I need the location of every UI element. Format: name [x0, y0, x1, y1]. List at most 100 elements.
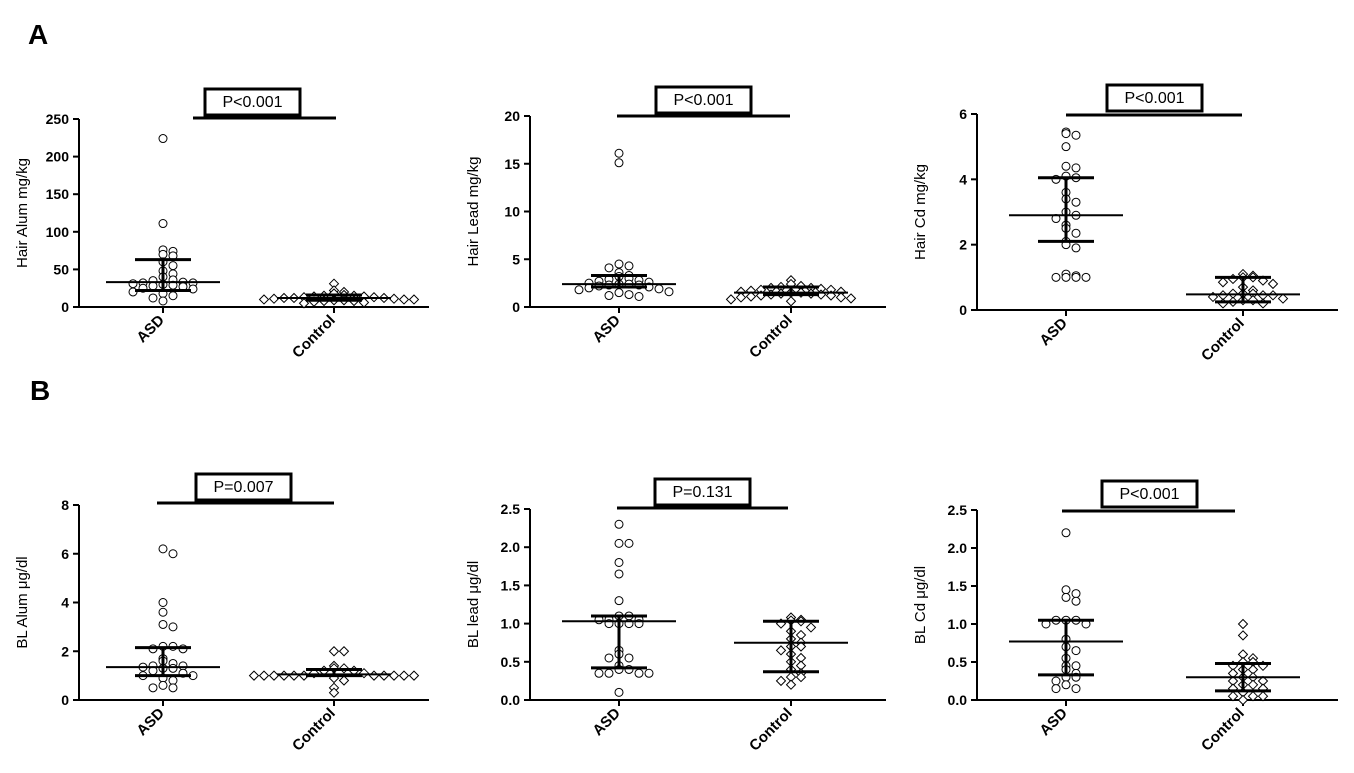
pvalue-box [1100, 479, 1199, 509]
data-point [1071, 130, 1081, 140]
data-point [168, 549, 178, 559]
x-tick-label: ASD [589, 312, 624, 347]
pvalue-box [654, 85, 753, 115]
data-point [1071, 684, 1081, 694]
data-point [624, 290, 634, 300]
data-point [158, 598, 168, 607]
data-point [368, 670, 380, 681]
y-axis-label: Hair Alum mg/kg [14, 158, 31, 268]
series-asd [1009, 528, 1123, 694]
data-point [845, 293, 857, 304]
data-point [1071, 272, 1081, 282]
series-asd [106, 134, 220, 306]
data-point [795, 641, 807, 652]
data-point [378, 670, 390, 681]
data-point [158, 249, 168, 259]
data-point [1071, 661, 1081, 671]
y-tick-label: 20 [504, 108, 520, 124]
data-point [1217, 298, 1229, 309]
data-point [168, 622, 178, 632]
data-point [1081, 272, 1091, 282]
data-point [614, 687, 624, 697]
data-point [654, 284, 664, 294]
data-point [604, 291, 614, 301]
chart-4: 0 2 4 6 8 BL Alum μg/dl ASD Control P=0.007 [14, 472, 429, 755]
data-point [1061, 129, 1071, 139]
y-tick-label: 4 [61, 595, 69, 611]
data-point [158, 607, 168, 617]
data-point [624, 261, 634, 271]
data-point [1071, 589, 1081, 599]
data-point [1247, 690, 1259, 702]
y-axis-label: Hair Cd mg/kg [912, 164, 929, 260]
data-point [795, 671, 807, 683]
data-point [1217, 277, 1229, 288]
y-tick-label: 0 [61, 299, 69, 315]
data-point [1277, 293, 1289, 304]
x-tick-label: Control [289, 705, 339, 755]
y-axis-label: BL lead μg/dl [465, 561, 482, 648]
data-point [158, 544, 168, 554]
data-point [594, 668, 604, 678]
y-tick-label: 0 [512, 299, 520, 315]
y-tick-label: 100 [46, 224, 70, 240]
y-tick-label: 2 [61, 643, 69, 659]
y-tick-label: 8 [61, 497, 69, 513]
y-tick-label: 4 [959, 171, 967, 187]
data-point [338, 675, 350, 686]
data-point [725, 294, 737, 305]
data-point [328, 687, 340, 698]
panel-label-b: B [30, 375, 50, 406]
y-axis-label: BL Cd μg/dl [912, 566, 929, 644]
data-point [1267, 278, 1279, 290]
data-point [1071, 163, 1081, 173]
data-point [1237, 630, 1249, 641]
data-point [624, 653, 634, 663]
data-point [604, 263, 614, 273]
x-tick-label: Control [289, 312, 339, 362]
x-tick-label: Control [746, 705, 796, 755]
data-point [1061, 142, 1071, 152]
data-point [1061, 161, 1071, 171]
data-point [614, 596, 624, 606]
y-tick-label: 2.5 [948, 502, 968, 518]
y-tick-label: 1.0 [501, 616, 521, 632]
data-point [1061, 528, 1071, 538]
data-point [128, 279, 138, 289]
data-point [1237, 618, 1249, 630]
series-control [248, 646, 420, 698]
series-control [1186, 268, 1300, 309]
data-point [258, 294, 270, 305]
series-control [734, 612, 848, 690]
y-tick-label: 6 [61, 546, 69, 562]
y-tick-label: 1.5 [948, 578, 968, 594]
chart-6: 0.0 0.5 1.0 1.5 2.0 2.5 BL Cd μg/dl ASD Control P… [912, 479, 1338, 755]
y-tick-label: 1.5 [501, 577, 521, 593]
y-tick-label: 50 [53, 261, 69, 277]
data-point [1071, 197, 1081, 207]
data-point [168, 261, 178, 271]
panel-label-a: A [28, 19, 48, 50]
data-point [158, 219, 168, 229]
data-point [775, 645, 787, 656]
data-point [158, 296, 168, 306]
y-tick-label: 15 [504, 156, 520, 172]
data-point [614, 538, 624, 548]
data-point [614, 148, 624, 158]
data-point [1257, 298, 1269, 309]
series-control [725, 275, 857, 307]
chart-3: 0 2 4 6 Hair Cd mg/kg ASD Control P<0.001 [912, 83, 1338, 365]
series-asd [106, 544, 220, 693]
data-point [258, 670, 270, 681]
data-point [158, 619, 168, 629]
data-point [1061, 272, 1071, 282]
data-point [604, 668, 614, 678]
data-point [1061, 680, 1071, 690]
data-point [168, 683, 178, 693]
data-point [398, 294, 410, 305]
data-point [168, 663, 178, 673]
data-point [1237, 694, 1249, 706]
data-point [1247, 679, 1259, 691]
y-tick-label: 250 [46, 111, 70, 127]
series-asd [562, 519, 676, 697]
